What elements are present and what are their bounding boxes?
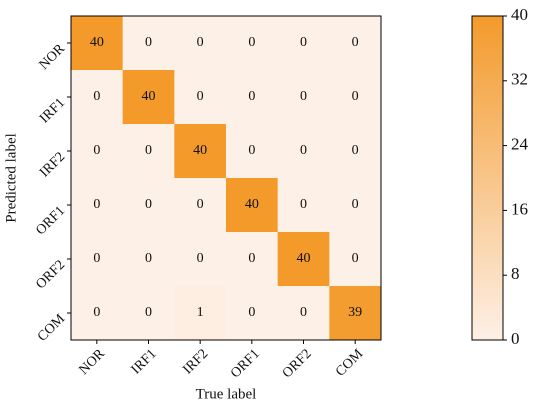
x-tick-label: NOR — [76, 346, 108, 378]
cell — [122, 286, 175, 341]
y-tick-label: ORF1 — [33, 203, 68, 238]
cell — [71, 16, 124, 71]
cell — [71, 286, 124, 341]
cell-label: 0 — [145, 197, 152, 212]
plot-frame — [70, 15, 382, 341]
cell-label: 0 — [197, 35, 204, 50]
cell-label: 0 — [248, 251, 255, 266]
cell — [122, 70, 175, 125]
cell — [277, 124, 330, 179]
cell — [329, 16, 382, 71]
y-tick-label: COM — [35, 311, 69, 345]
cell — [226, 232, 279, 287]
cell-label: 0 — [197, 197, 204, 212]
cell — [174, 16, 227, 71]
x-tick-label: COM — [333, 346, 367, 380]
cell-label: 0 — [145, 251, 152, 266]
cell-label: 0 — [352, 251, 359, 266]
colorbar-tick-label: 16 — [511, 199, 528, 218]
x-axis-label: True label — [196, 386, 257, 402]
cell — [329, 286, 382, 341]
cell-label: 40 — [297, 251, 311, 266]
cell — [226, 178, 279, 233]
cell — [174, 286, 227, 341]
cell — [277, 16, 330, 71]
cell-label: 0 — [300, 143, 307, 158]
cell-label: 0 — [93, 143, 100, 158]
colorbar-tick-label: 24 — [511, 135, 529, 154]
cell-label: 0 — [93, 197, 100, 212]
cell-label: 0 — [248, 305, 255, 320]
colorbar-tick-label: 8 — [511, 264, 520, 283]
x-tick-label: IRF1 — [129, 346, 160, 377]
cell-label: 0 — [145, 305, 152, 320]
cell-label: 40 — [142, 89, 156, 104]
cell — [329, 70, 382, 125]
y-tick-label: ORF2 — [33, 257, 68, 292]
cell — [226, 70, 279, 125]
x-tick-label: ORF1 — [228, 346, 263, 381]
cell-label: 0 — [300, 197, 307, 212]
cell — [277, 178, 330, 233]
cell-label: 0 — [300, 35, 307, 50]
x-tick-label: ORF2 — [280, 346, 315, 381]
x-tick-label: IRF2 — [180, 346, 211, 377]
cell-label: 40 — [193, 143, 207, 158]
cell-label: 0 — [300, 89, 307, 104]
cell-label: 0 — [352, 89, 359, 104]
y-tick-label: IRF2 — [37, 149, 68, 180]
cell-label: 1 — [197, 305, 204, 320]
cell — [277, 232, 330, 287]
cell — [71, 70, 124, 125]
cell-label: 0 — [248, 35, 255, 50]
cell — [329, 124, 382, 179]
cell — [277, 286, 330, 341]
cell-label: 0 — [197, 251, 204, 266]
colorbar-tick-label: 32 — [511, 70, 528, 89]
cell-label: 0 — [248, 143, 255, 158]
y-tick-label: IRF1 — [37, 95, 68, 126]
y-tick-label: NOR — [37, 41, 69, 73]
cell — [71, 124, 124, 179]
y-axis-label: Predicted label — [3, 133, 19, 223]
cell — [174, 70, 227, 125]
cell — [329, 232, 382, 287]
colorbar — [471, 15, 504, 341]
cell-label: 0 — [197, 89, 204, 104]
cell — [226, 286, 279, 341]
cell — [71, 232, 124, 287]
cell-label: 0 — [248, 89, 255, 104]
cell — [277, 70, 330, 125]
cell — [71, 178, 124, 233]
colorbar-tick-label: 0 — [511, 329, 520, 348]
cell-label: 0 — [93, 305, 100, 320]
cell-label: 40 — [245, 197, 259, 212]
cell-label: 0 — [300, 305, 307, 320]
cell — [174, 124, 227, 179]
cell-label: 0 — [352, 197, 359, 212]
cell — [226, 124, 279, 179]
cell — [122, 16, 175, 71]
cell — [226, 16, 279, 71]
cell-label: 0 — [352, 143, 359, 158]
cell — [122, 232, 175, 287]
cell — [329, 178, 382, 233]
colorbar-tick-label: 40 — [511, 5, 528, 24]
cell-label: 0 — [93, 89, 100, 104]
cell-label: 0 — [145, 143, 152, 158]
cell — [122, 124, 175, 179]
cell-label: 0 — [93, 251, 100, 266]
cell-label: 40 — [90, 35, 104, 50]
cell — [122, 178, 175, 233]
cell-label: 0 — [352, 35, 359, 50]
cell — [174, 178, 227, 233]
cell — [174, 232, 227, 287]
cell-label: 39 — [348, 305, 362, 320]
cell-label: 0 — [145, 35, 152, 50]
